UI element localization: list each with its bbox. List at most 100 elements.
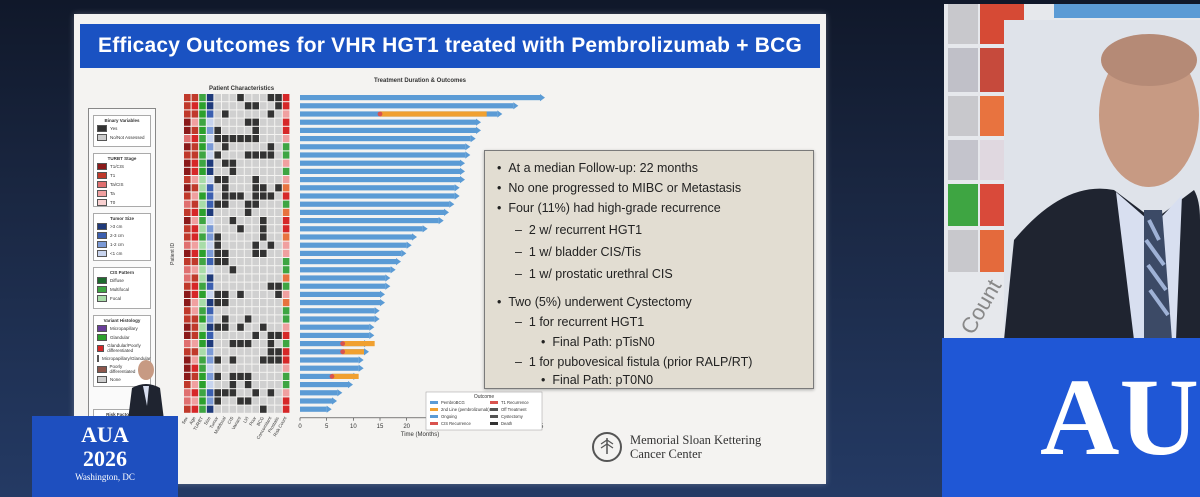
treatment-bar <box>300 242 407 248</box>
heatmap-cell <box>267 258 275 266</box>
x-tick-label: 0 <box>298 424 302 430</box>
msk-name-line2: Cancer Center <box>630 447 702 461</box>
legend-cis-title: CIS Pattern <box>109 270 135 275</box>
heatmap-cell <box>252 266 259 274</box>
heatmap-cell <box>252 167 259 175</box>
heatmap-cell <box>222 167 229 175</box>
heatmap-cell <box>252 135 259 143</box>
heatmap-cell <box>267 167 275 175</box>
treatment-bar <box>300 209 444 215</box>
heatmap-cell <box>184 389 191 397</box>
heatmap-cell <box>184 307 191 315</box>
heatmap-cell <box>206 389 214 397</box>
recurrence-marker <box>377 111 383 117</box>
heatmap-cell <box>229 266 237 274</box>
heatmap-cell <box>214 200 221 208</box>
heatmap-cell <box>237 340 244 348</box>
heatmap-cell <box>199 135 206 143</box>
heatmap-cell <box>229 307 237 315</box>
heatmap-cell <box>237 225 244 233</box>
treatment-bar <box>300 127 476 133</box>
heatmap-cell <box>214 397 221 405</box>
heatmap-cell <box>237 323 244 331</box>
outcome-legend-label: Ongoing <box>441 414 458 419</box>
heatmap-cell <box>267 126 275 134</box>
heatmap-cell <box>244 258 252 266</box>
heatmap-cell <box>206 307 214 315</box>
heatmap-cell <box>244 176 252 184</box>
x-axis-label: Time (Months) <box>401 432 439 438</box>
heatmap-cell <box>206 143 214 151</box>
heatmap-cell <box>267 364 275 372</box>
heatmap-cell <box>244 135 252 143</box>
heatmap-cell <box>229 184 237 192</box>
heatmap-cell <box>206 340 214 348</box>
heatmap-cell <box>184 143 191 151</box>
legend-risk-title: Risk Factor Co <box>106 412 138 417</box>
heatmap-cell <box>229 348 237 356</box>
heatmap-cell <box>229 282 237 290</box>
heatmap-cell <box>237 200 244 208</box>
heatmap-cell <box>282 290 290 298</box>
legend-variant-item: None <box>110 377 121 382</box>
heatmap-cell <box>206 225 214 233</box>
heatmap-cell <box>222 159 229 167</box>
legend-size-item: 2-3 cm <box>110 233 124 238</box>
heatmap-cell <box>282 340 290 348</box>
heatmap-cell <box>252 110 259 118</box>
heatmap-cell <box>184 405 191 413</box>
heatmap-cell <box>214 94 221 102</box>
heatmap-cell <box>260 323 267 331</box>
heatmap-cell <box>214 192 221 200</box>
aua-panel <box>942 338 1200 497</box>
ongoing-arrow <box>449 200 455 208</box>
heatmap-cell <box>237 143 244 151</box>
heatmap-cell <box>260 307 267 315</box>
heatmap-cell <box>252 192 259 200</box>
ongoing-arrow <box>476 126 481 134</box>
heatmap-column-label: TURBT <box>192 416 204 432</box>
heatmap-cell <box>237 102 244 110</box>
heatmap-cell <box>244 102 252 110</box>
heatmap-cell <box>229 389 237 397</box>
heatmap-column-label: Tumor <box>209 415 220 429</box>
heatmap-cell <box>206 356 214 364</box>
heatmap-cell <box>267 323 275 331</box>
heatmap-cell <box>237 348 244 356</box>
ongoing-arrow <box>460 176 465 184</box>
heatmap-cell <box>267 331 275 339</box>
heatmap-cell <box>275 118 282 126</box>
heatmap-cell <box>267 397 275 405</box>
heatmap-cell <box>267 159 275 167</box>
heatmap-cell <box>214 340 221 348</box>
heatmap-cell <box>275 266 282 274</box>
heatmap-cell <box>214 266 221 274</box>
heatmap-cell <box>244 118 252 126</box>
heatmap-cell <box>229 299 237 307</box>
heatmap-cell <box>184 192 191 200</box>
heatmap-cell <box>237 118 244 126</box>
heatmap-cell <box>222 348 229 356</box>
heatmap-cell <box>260 315 267 323</box>
heatmap-cell <box>214 225 221 233</box>
heatmap-cell <box>267 249 275 257</box>
heatmap-cell <box>206 102 214 110</box>
heatmap-cell <box>191 200 199 208</box>
heatmap-cell <box>229 372 237 380</box>
treatment-bar <box>300 406 327 412</box>
heatmap-cell <box>222 241 229 249</box>
heatmap-cell <box>214 315 221 323</box>
heatmap-cell <box>275 94 282 102</box>
heatmap-cell <box>275 176 282 184</box>
heatmap-cell <box>260 159 267 167</box>
heatmap-cell <box>282 389 290 397</box>
ongoing-arrow <box>470 135 476 143</box>
outcome-legend-swatch <box>490 422 498 425</box>
heatmap-cell <box>222 208 229 216</box>
heatmap-cell <box>184 184 191 192</box>
heatmap-cell <box>206 167 214 175</box>
heatmap-cell <box>206 331 214 339</box>
heatmap-cell <box>199 397 206 405</box>
heatmap-cell <box>229 274 237 282</box>
heatmap-cell <box>214 151 221 159</box>
